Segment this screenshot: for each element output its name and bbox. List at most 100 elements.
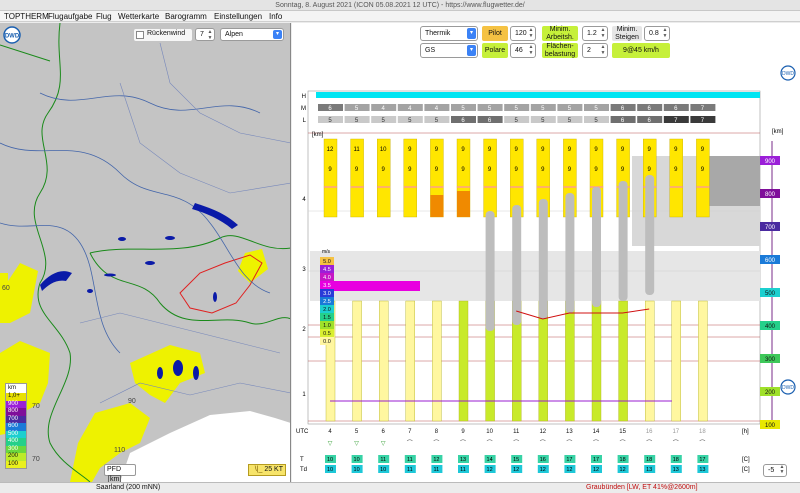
low-cloud-cell — [344, 116, 370, 123]
legend-row: 600 — [6, 423, 26, 431]
vz-legend-label: 5.0 — [323, 259, 331, 265]
stepper-arrows-icon[interactable]: ▲ ▼ — [528, 27, 534, 39]
meteogram-chart[interactable]: HML 6 5 5 5 4 5 4 5 4 5 5 6 5 6 5 5 5 5 5 5 5 5 6 6 6 6 6 7 7 7 [km] 4 3 2… — [292, 61, 800, 481]
t-label: T — [300, 457, 304, 463]
region-select[interactable]: Alpen ▾ — [220, 28, 284, 41]
glider-select[interactable]: GS ▾ — [420, 43, 478, 58]
cloud-top-value: 12 — [327, 147, 334, 153]
low-cloud-cell — [663, 116, 689, 123]
t-cell — [378, 455, 390, 463]
legend-row: 500 — [6, 430, 26, 438]
td-value: 10 — [327, 467, 333, 473]
low-cloud-value: 7 — [674, 118, 678, 124]
legend-row: 100 — [6, 460, 26, 468]
polar-value: 46 — [515, 47, 523, 54]
cloud-mid-value: 9 — [594, 167, 598, 173]
dwd-logo-text: DWD — [782, 385, 794, 391]
td-cell — [670, 465, 682, 473]
vz-legend-swatch — [320, 273, 334, 281]
cloud-mid-value: 9 — [701, 167, 705, 173]
mode-select[interactable]: Thermik ▾ — [420, 26, 478, 41]
weather-symbol-icon: ⌒ — [699, 440, 705, 447]
legend-row: 300 — [6, 445, 26, 453]
pilot-stepper[interactable]: 120 ▲ ▼ — [510, 26, 536, 41]
menu-topherm[interactable]: TOPTHERM — [4, 12, 49, 21]
low-cloud-value: 7 — [701, 118, 705, 124]
x-label: UTC — [296, 429, 309, 435]
low-cloud-value: 5 — [382, 118, 386, 124]
cloud-top-value: 9 — [621, 147, 625, 153]
x-tick: 10 — [486, 429, 493, 435]
weather-symbol-icon: ⌒ — [620, 440, 626, 447]
low-cloud-value: 5 — [568, 118, 572, 124]
low-cloud-cell — [477, 116, 503, 123]
legend-row: 700 — [6, 415, 26, 423]
low-cloud-cell — [637, 116, 663, 123]
thermal-column — [352, 300, 362, 422]
chevron-down-icon[interactable]: ▾ — [467, 45, 476, 56]
mid-cloud-cell — [344, 104, 370, 111]
t-cell — [511, 455, 523, 463]
offset-stepper[interactable]: -5 ▲ ▼ — [763, 464, 787, 477]
wind-scale-label: 25 KT — [264, 466, 283, 473]
pfd-button[interactable]: PFD km — [104, 464, 136, 482]
t-value: 11 — [380, 457, 386, 463]
t-cell — [670, 455, 682, 463]
cloud-top-value: 9 — [515, 147, 519, 153]
cloud-mid-value: 9 — [435, 167, 439, 173]
menu-einstellungen[interactable]: Einstellungen — [214, 12, 263, 21]
y-tick: 2 — [302, 327, 306, 333]
stepper-arrows-icon[interactable]: ▲ ▼ — [528, 44, 534, 56]
menu-info[interactable]: Info — [269, 12, 283, 21]
stepper-arrows-icon[interactable]: ▲ ▼ — [207, 29, 213, 41]
wind-scale-button[interactable]: \|_ 25 KT — [248, 464, 286, 476]
polar-stepper[interactable]: 46 ▲ ▼ — [510, 43, 536, 58]
alt-label: 800 — [765, 192, 776, 198]
td-value: 13 — [673, 467, 679, 473]
map-panel[interactable]: DWD Rückenwind 7 ▲ ▼ Alpen ▾ 70 90 110 70… — [0, 23, 291, 482]
stepper-arrows-icon[interactable]: ▲ ▼ — [779, 464, 785, 475]
tailwind-stepper[interactable]: 7 ▲ ▼ — [195, 28, 215, 41]
chevron-down-icon[interactable]: ▾ — [273, 30, 282, 39]
stepper-arrows-icon[interactable]: ▲ ▼ — [600, 44, 606, 56]
wing-load-stepper[interactable]: 2 ▲ ▼ — [582, 43, 608, 58]
status-right: Graubünden [LW, ET 41%@2600m] — [586, 484, 698, 491]
td-value: 13 — [699, 467, 705, 473]
cumulus-tower — [592, 187, 601, 307]
thermal-column — [458, 300, 469, 422]
chevron-down-icon[interactable]: ▾ — [467, 28, 476, 39]
low-cloud-value: 6 — [621, 118, 625, 124]
min-work-stepper[interactable]: 1.2 ▲ ▼ — [582, 26, 608, 41]
mid-cloud-value: 5 — [568, 106, 572, 112]
menu-wetterkarte[interactable]: Wetterkarte — [118, 12, 160, 21]
menu-flug[interactable]: Flug — [96, 12, 112, 21]
vz-legend-label: 4.5 — [323, 267, 331, 273]
stepper-arrows-icon[interactable]: ▲ ▼ — [600, 27, 606, 39]
cloud-mid-value: 9 — [648, 167, 652, 173]
thermal-column — [565, 300, 575, 422]
glider-value: GS — [425, 47, 436, 54]
td-value: 10 — [380, 467, 386, 473]
t-value: 18 — [646, 457, 652, 463]
stepper-arrows-icon[interactable]: ▲ ▼ — [662, 27, 668, 39]
cloud-mid-value: 9 — [515, 167, 519, 173]
menu-flugaufgabe[interactable]: Flugaufgabe — [48, 12, 93, 21]
td-value: 11 — [460, 467, 466, 473]
relief-map[interactable]: DWD — [0, 23, 291, 482]
status-left: Saarland (200 mNN) — [96, 484, 161, 491]
tailwind-checkbox[interactable] — [136, 31, 144, 39]
cumulus-tower — [485, 211, 495, 331]
td-cell — [484, 465, 496, 473]
thermal-column — [378, 300, 389, 422]
cloud-shade — [310, 251, 760, 301]
t-cell — [697, 455, 709, 463]
vz-legend-label: 3.5 — [323, 283, 331, 289]
t-cell — [617, 455, 629, 463]
t-value: 18 — [673, 457, 679, 463]
cumulus-tower — [512, 205, 522, 325]
tailwind-toggle[interactable]: Rückenwind — [134, 29, 192, 41]
low-cloud-value: 6 — [648, 118, 652, 124]
x-tick: 9 — [461, 429, 465, 435]
menu-barogramm[interactable]: Barogramm — [165, 12, 207, 21]
min-climb-stepper[interactable]: 0.8 ▲ ▼ — [644, 26, 670, 41]
